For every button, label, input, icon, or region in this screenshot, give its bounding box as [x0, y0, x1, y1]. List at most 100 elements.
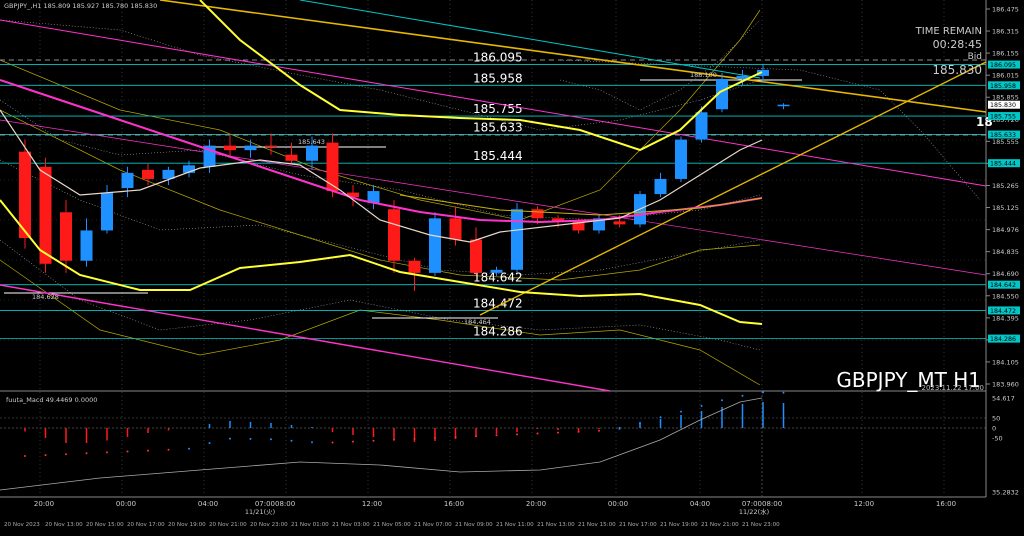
bottom-time-label: 20 Nov 2023 — [4, 522, 40, 528]
small-label: 184.464 — [464, 318, 491, 326]
macd-signal-dot — [331, 441, 334, 444]
price-tick-label: 185.555 — [992, 138, 1019, 146]
candle-body — [347, 192, 359, 198]
small-label: 186.100 — [690, 71, 717, 79]
price-axis: 186.475 186.315 186.155 186.015 185.855 185.7… — [986, 6, 1020, 497]
candle-body — [572, 221, 585, 231]
envelope-line — [0, 239, 761, 351]
candle-body — [470, 239, 482, 273]
bottom-time-label: 20 Nov 19:00 — [168, 522, 206, 528]
time-label: 07:0008:00 — [255, 500, 295, 508]
price-tick-label: 186.155 — [992, 50, 1019, 58]
bid-value: 185.830 — [932, 63, 982, 77]
symbol-watermark: GBPJPY_MT H1 — [836, 368, 981, 392]
candle-body — [60, 212, 72, 261]
price-tick-label: 184.835 — [992, 248, 1019, 256]
trend-line — [0, 19, 987, 187]
price-tick-label: 185.265 — [992, 182, 1019, 190]
price-badge — [988, 112, 1020, 121]
macd-signal-dot — [741, 394, 744, 397]
macd-signal-dot — [167, 448, 170, 451]
level-label: 185.958 — [473, 71, 523, 85]
time-label: 16:00 — [936, 500, 956, 508]
date-tag: 11/21(火) — [245, 508, 275, 516]
chart-frame — [0, 0, 986, 497]
macd-signal-dot — [311, 441, 313, 444]
macd-label: fuuta_Macd 49.4469 0.0000 — [6, 396, 97, 404]
time-remain-label: TIME REMAIN — [915, 26, 982, 37]
macd-signal-dot — [557, 431, 559, 434]
bottom-time-label: 21 Nov 07:00 — [414, 522, 452, 528]
macd-signal-dot — [393, 438, 395, 441]
macd-signal-dot — [270, 438, 272, 441]
envelope-line — [559, 19, 761, 111]
ma-line — [0, 109, 763, 243]
time-axis: 20:00 00:00 04:00 07:0008:00 12:00 16:00 20:00… — [4, 500, 956, 528]
envelope-line — [0, 259, 761, 386]
price-tick-label: 184.395 — [992, 314, 1019, 322]
candle-body — [613, 221, 626, 225]
macd-signal-dot — [249, 437, 252, 440]
macd-signal-dot — [434, 437, 436, 439]
trend-line — [479, 61, 987, 316]
candle-body — [80, 230, 93, 261]
price-tick-label: 184.690 — [992, 270, 1019, 278]
candle-body — [531, 209, 544, 219]
time-label: 00:00 — [116, 500, 136, 508]
bottom-time-label: 20 Nov 23:00 — [250, 522, 288, 528]
candle-body — [224, 145, 236, 151]
time-label: 20:00 — [526, 500, 546, 508]
ma-line — [0, 199, 763, 325]
macd-axis-label: -50 — [992, 435, 1003, 443]
price-tick-label: 184.550 — [992, 292, 1019, 300]
bid-label: Bid — [968, 52, 982, 62]
macd-signal-dot — [188, 447, 190, 450]
macd-signal-dot — [229, 437, 231, 440]
macd-signal-dot — [475, 435, 477, 438]
macd-signal-dot — [372, 439, 375, 442]
macd-signal-dot — [352, 440, 354, 443]
macd-signal-dot — [516, 433, 518, 436]
bottom-time-label: 21 Nov 17:00 — [619, 522, 657, 528]
price-badge — [988, 280, 1020, 289]
candle-body — [142, 169, 154, 179]
bottom-time-label: 21 Nov 23:00 — [742, 522, 780, 528]
bottom-time-label: 21 Nov 09:00 — [455, 522, 493, 528]
macd-signal-dot — [598, 429, 600, 432]
macd-signal-dot — [106, 451, 108, 454]
macd-signal-dot — [85, 452, 88, 455]
price-badge — [988, 159, 1020, 168]
horizontal-levels: 186.095185.958185.755185.633185.444184.6… — [0, 51, 986, 340]
level-label: 184.642 — [473, 271, 523, 285]
time-label: 20:00 — [34, 500, 54, 508]
candle-body — [326, 142, 339, 192]
time-remain-value: 00:28:45 — [933, 38, 982, 51]
candle-body — [777, 104, 790, 107]
time-label: 00:00 — [608, 500, 628, 508]
macd-signal-dot — [680, 410, 682, 413]
price-tick-label: 186.475 — [992, 6, 1019, 14]
macd-signal-dot — [495, 434, 498, 437]
price-tick-label: 184.976 — [992, 226, 1019, 234]
price-badge-label: 186.095 — [990, 62, 1016, 69]
candle-body — [716, 78, 728, 110]
price-badge-label: 184.472 — [990, 308, 1016, 315]
candle-body — [511, 209, 523, 270]
time-label: 12:00 — [362, 500, 382, 508]
candle-body — [285, 154, 298, 161]
price-badge — [988, 100, 1020, 109]
ma-line — [199, 0, 763, 152]
macd-signal-dot — [700, 404, 703, 407]
bottom-time-label: 21 Nov 15:00 — [578, 522, 616, 528]
macd-signal-dot — [290, 439, 293, 442]
bottom-time-label: 20 Nov 15:00 — [86, 522, 124, 528]
candle-body — [367, 191, 380, 204]
bottom-time-label: 20 Nov 13:00 — [45, 522, 83, 528]
price-badge — [988, 334, 1020, 343]
price-badge — [988, 81, 1020, 90]
candle-body — [429, 218, 441, 273]
macd-signal-dot — [65, 453, 67, 456]
time-label: 16:00 — [444, 500, 464, 508]
trend-line — [0, 119, 987, 276]
